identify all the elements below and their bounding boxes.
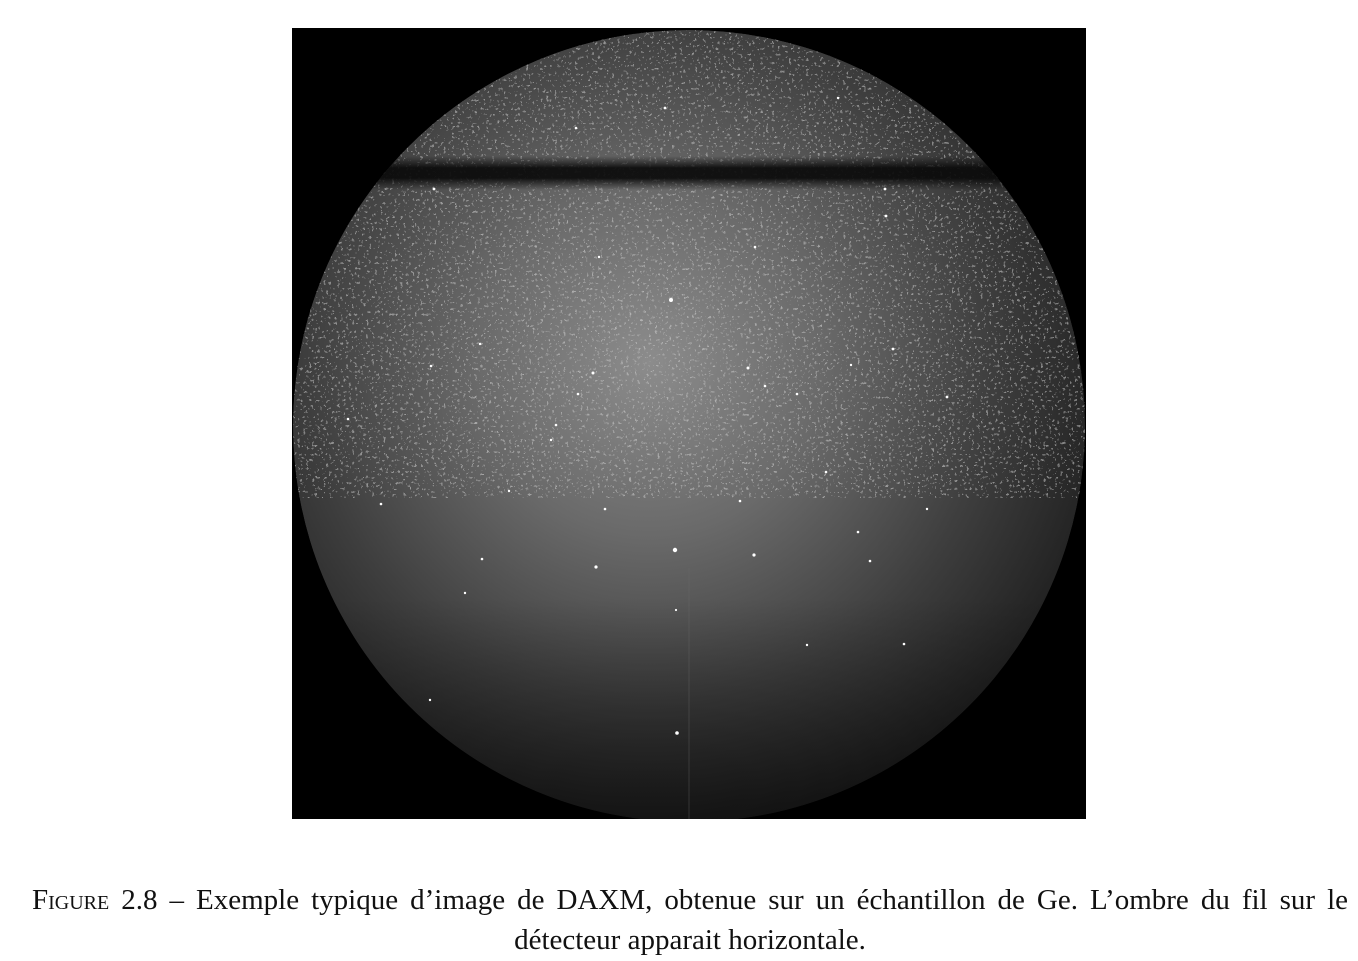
spot — [346, 417, 350, 421]
spot — [836, 96, 840, 100]
spot — [752, 553, 756, 557]
spot — [672, 547, 678, 553]
spot — [591, 371, 595, 375]
patch-left-lower — [293, 407, 342, 467]
spot — [603, 507, 607, 511]
spot — [824, 470, 828, 474]
spot — [663, 106, 667, 110]
spot — [805, 643, 809, 647]
spot — [597, 255, 601, 259]
spot — [478, 342, 482, 346]
patch-right — [827, 267, 1085, 498]
caption-text: Exemple typique d’image de DAXM, obtenue… — [196, 884, 1348, 956]
spot — [795, 392, 799, 396]
spot — [594, 565, 598, 569]
fluorescence-patches — [293, 30, 1085, 498]
spot — [945, 395, 949, 399]
spot — [428, 698, 432, 702]
spot — [763, 384, 767, 388]
spot — [868, 559, 872, 563]
caption-separator: – — [169, 884, 185, 916]
spot — [902, 642, 906, 646]
spot — [738, 499, 742, 503]
spot — [576, 392, 580, 396]
spot — [856, 530, 860, 534]
diffraction-spots — [346, 96, 949, 735]
patch-top-right — [908, 107, 982, 163]
patch-top — [652, 30, 752, 45]
spot — [849, 363, 853, 367]
figure-caption: Figure 2.8 – Exemple typique d’image de … — [32, 880, 1348, 960]
spot — [746, 366, 750, 370]
spot — [549, 438, 553, 442]
spot — [574, 126, 578, 130]
spot — [554, 423, 558, 427]
spot — [379, 502, 383, 506]
detector-image-svg — [292, 28, 1086, 819]
spot — [432, 187, 436, 191]
daxm-detector-image — [292, 28, 1086, 819]
wire-shadow — [293, 156, 1085, 190]
spot — [891, 347, 895, 351]
spot — [463, 591, 467, 595]
spot — [675, 731, 679, 735]
figure-label: Figure 2.8 — [32, 884, 158, 916]
spot — [753, 245, 757, 249]
spot — [669, 298, 673, 302]
spot — [884, 214, 888, 218]
spot — [883, 187, 887, 191]
spot — [674, 608, 678, 612]
spot — [507, 489, 511, 493]
spot — [429, 364, 433, 368]
spot — [480, 557, 484, 561]
spot — [925, 507, 929, 511]
patch-left-upper — [314, 257, 378, 328]
